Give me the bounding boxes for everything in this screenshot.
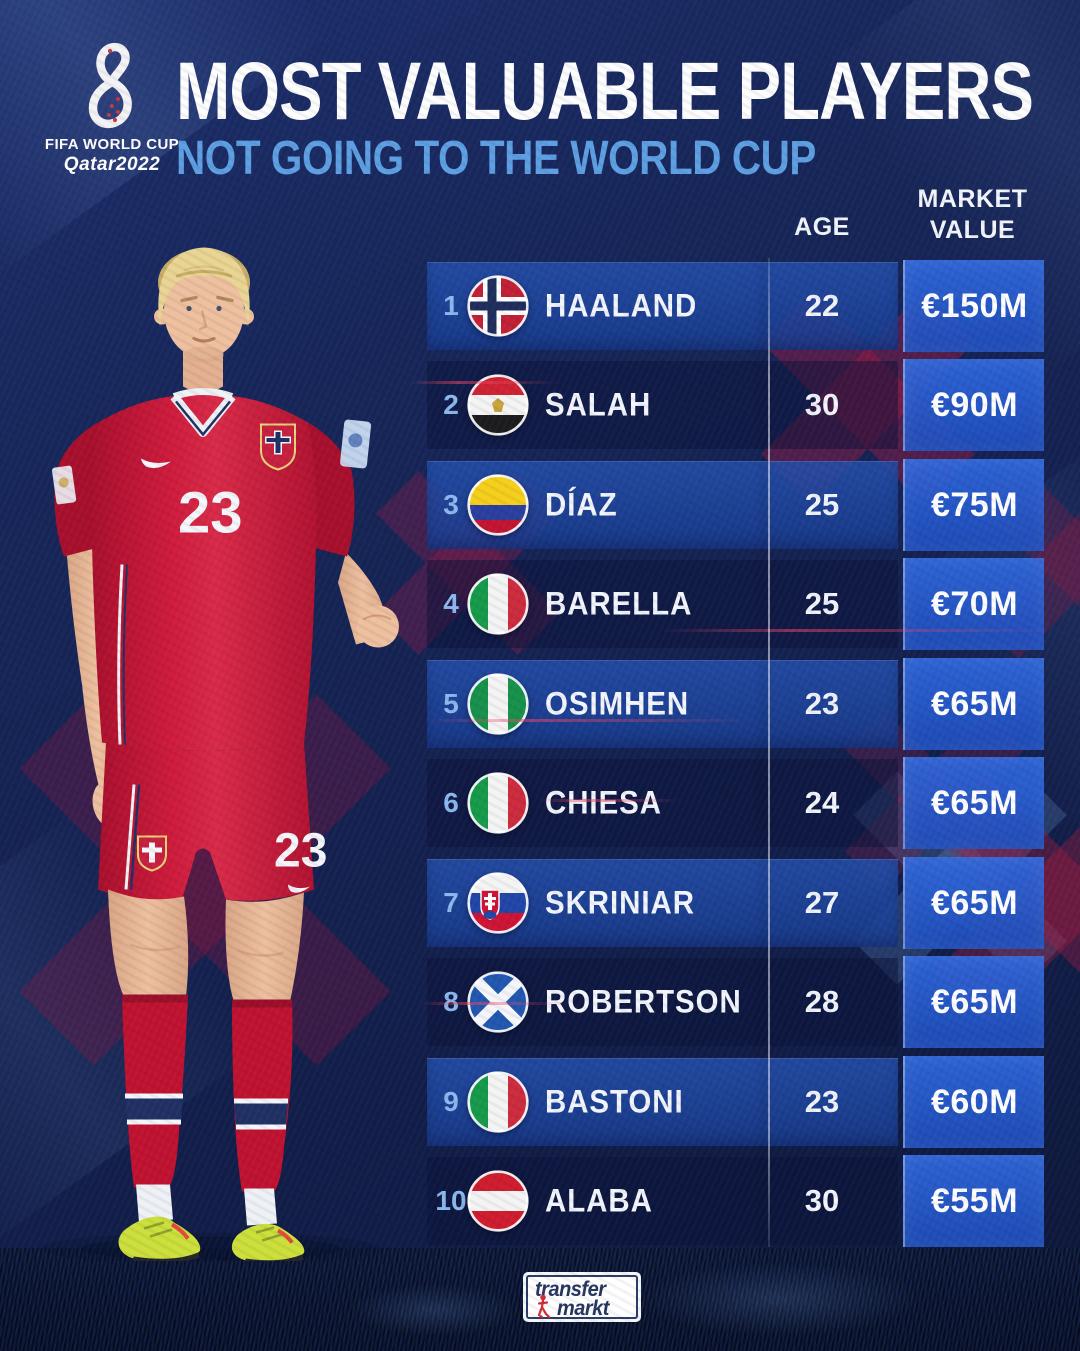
column-divider xyxy=(768,258,770,1247)
player-name: SALAH xyxy=(545,386,652,423)
norway-flag-icon xyxy=(467,275,529,337)
italy-flag-icon xyxy=(467,573,529,635)
rank-label: 6 xyxy=(443,787,459,818)
player-name: BARELLA xyxy=(545,585,693,622)
player-name: ALABA xyxy=(545,1182,653,1219)
table-row: 10 ALABA 30 €55M xyxy=(427,1155,1045,1247)
player-age: 25 xyxy=(804,586,840,621)
rank-label: 1 xyxy=(443,290,459,321)
page-subtitle: NOT GOING TO THE WORLD CUP xyxy=(176,130,816,185)
rank-label: 8 xyxy=(443,986,459,1017)
transfermarkt-logo-frame: transfer markt xyxy=(526,1275,638,1320)
market-value-cell: €150M xyxy=(903,260,1044,352)
player-name: DÍAZ xyxy=(545,486,618,523)
market-value-cell: €90M xyxy=(903,359,1044,451)
table-row: 8 ROBERTSON 28 €65M xyxy=(427,956,1045,1048)
rank-label: 3 xyxy=(443,489,459,520)
italy-flag-icon xyxy=(467,1071,529,1133)
column-header-age: AGE xyxy=(794,213,850,241)
jersey-number: 23 xyxy=(178,481,243,546)
market-value-cell: €55M xyxy=(903,1155,1044,1247)
player-name: ROBERTSON xyxy=(545,983,742,1020)
transfermarkt-wordmark-line1: transfer xyxy=(535,1278,606,1301)
rank-label: 4 xyxy=(443,588,459,619)
market-value-cell: €60M xyxy=(903,1056,1044,1148)
transfermarkt-logo: transfer markt xyxy=(523,1272,641,1322)
market-value-cell: €70M xyxy=(903,558,1044,650)
player-name: SKRINIAR xyxy=(545,884,695,921)
player-age: 25 xyxy=(804,487,840,522)
transfermarkt-player-icon xyxy=(537,1294,551,1319)
rank-label: 7 xyxy=(443,887,459,918)
transfermarkt-wordmark-line2: markt xyxy=(557,1297,609,1320)
rank-label: 5 xyxy=(443,688,459,719)
page-title: MOST VALUABLE PLAYERS xyxy=(176,45,1034,137)
player-age: 24 xyxy=(804,785,840,820)
player-age: 23 xyxy=(804,1084,840,1119)
player-name: HAALAND xyxy=(545,287,698,324)
qatar-2022-wordmark: Qatar2022 xyxy=(63,154,161,175)
slovakia-flag-icon xyxy=(467,872,529,934)
table-row: 1 HAALAND 22 €150M xyxy=(427,260,1045,352)
player-age: 30 xyxy=(804,387,840,422)
fifa-wordmark: FIFA WORLD CUP xyxy=(44,136,180,153)
qatar-2022-emblem-icon xyxy=(88,42,132,129)
table-row: 2 SALAH 30 €90M xyxy=(427,359,1045,451)
player-age: 30 xyxy=(804,1183,840,1218)
egypt-flag-icon xyxy=(467,374,529,436)
table-row: 7 SKRINIAR 27 €65M xyxy=(427,857,1045,949)
market-value-cell: €75M xyxy=(903,459,1044,551)
player-age: 22 xyxy=(804,288,840,323)
player-name: BASTONI xyxy=(545,1083,684,1120)
rank-label: 9 xyxy=(443,1086,459,1117)
table-row: 6 CHIESA 24 €65M xyxy=(427,757,1045,849)
market-value-line2: VALUE xyxy=(929,215,1016,244)
nigeria-flag-icon xyxy=(467,673,529,735)
table-row: 4 BARELLA 25 €70M xyxy=(427,558,1045,650)
player-name: OSIMHEN xyxy=(545,685,690,722)
rank-label: 2 xyxy=(443,389,459,420)
italy-flag-icon xyxy=(467,772,529,834)
table-row: 3 DÍAZ 25 €75M xyxy=(427,459,1045,551)
column-header-market-value: MARKET VALUE xyxy=(901,184,1044,245)
table-row: 5 OSIMHEN 23 €65M xyxy=(427,658,1045,750)
shorts-number: 23 xyxy=(274,825,327,878)
market-value-cell: €65M xyxy=(903,658,1044,750)
scotland-flag-icon xyxy=(467,971,529,1033)
rank-label: 10 xyxy=(435,1185,467,1216)
market-value-cell: €65M xyxy=(903,956,1044,1048)
fifa-world-cup-logo: FIFA WORLD CUP Qatar2022 xyxy=(36,40,188,176)
player-name: CHIESA xyxy=(545,784,662,821)
haaland-player-photo: 23 23 xyxy=(41,247,399,1261)
austria-flag-icon xyxy=(467,1170,529,1232)
player-age: 28 xyxy=(804,984,840,1019)
player-age: 23 xyxy=(804,686,840,721)
table-row: 9 BASTONI 23 €60M xyxy=(427,1056,1045,1148)
market-value-cell: €65M xyxy=(903,857,1044,949)
market-value-cell: €65M xyxy=(903,757,1044,849)
player-age: 27 xyxy=(804,885,840,920)
colombia-flag-icon xyxy=(467,474,529,536)
market-value-line1: MARKET xyxy=(917,185,1028,213)
